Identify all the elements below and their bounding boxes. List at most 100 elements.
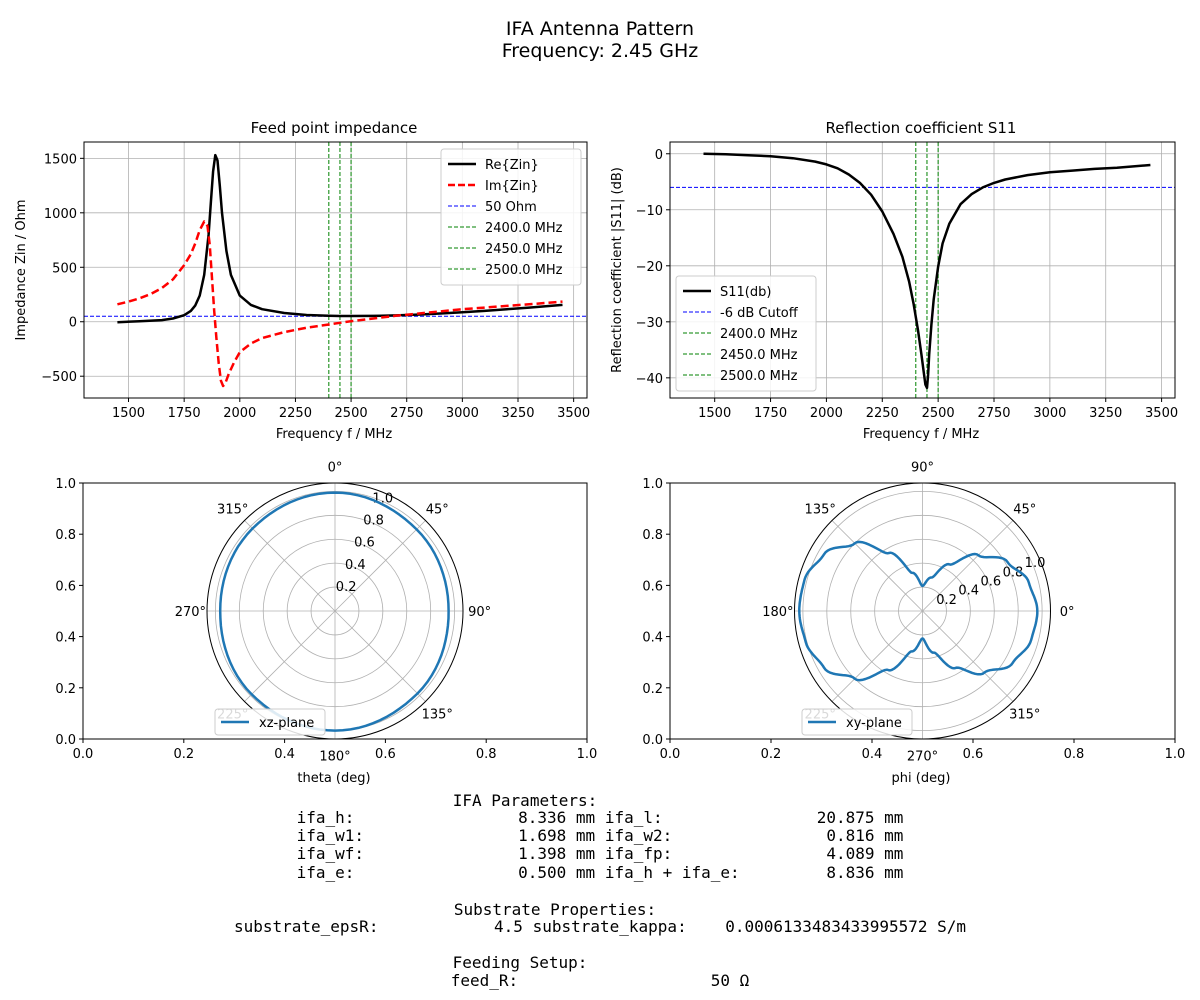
impedance-xlabel: Frequency f / MHz [276, 427, 393, 442]
impedance-legend-label: 2400.0 MHz [485, 221, 563, 236]
polar-xy-frame-xtick-label: 1.0 [1165, 747, 1186, 762]
impedance-xtick-label: 3500 [557, 406, 590, 421]
polar-xy-spoke [922, 520, 1014, 612]
polar-xz-frame-ytick-label: 0.8 [55, 528, 76, 543]
polar-xz-angle-label: 315° [217, 503, 248, 518]
parameters-block: IFA Parameters: ifa_h: 8.336 mm ifa_l: 2… [234, 791, 966, 990]
polar-xz-angle-label: 180° [319, 750, 350, 765]
s11-chart: Reflection coefficient S11 Frequency f /… [610, 119, 1178, 442]
polar-xz-frame-xtick-label: 0.4 [274, 747, 295, 762]
polar-xz-frame-xtick-label: 0.6 [375, 747, 396, 762]
polar-xy-spoke [831, 520, 923, 612]
polar-xy-rtick-label: 0.4 [958, 584, 979, 599]
polar-xy-spoke [922, 610, 1014, 702]
polar-xz-angle-label: 135° [422, 707, 453, 722]
polar-xz-spoke [334, 520, 426, 612]
ifa-param-line: ifa_h: 8.336 mm ifa_l: 20.875 mm [297, 808, 904, 827]
ifa-param-line: ifa_e: 0.500 mm ifa_h + ifa_e: 8.836 mm [297, 863, 904, 882]
polar-xy-frame-ytick-label: 0.8 [642, 528, 663, 543]
impedance-ytick-label: 1000 [44, 207, 77, 222]
impedance-xtick-label: 3000 [446, 406, 479, 421]
polar-xz-angle-label: 90° [468, 605, 491, 620]
polar-xz-legend-label: xz-plane [259, 716, 314, 731]
polar-xy-frame-xtick-label: 0.0 [660, 747, 681, 762]
polar-xy-frame-ytick-label: 1.0 [642, 477, 663, 492]
s11-legend-label: 2450.0 MHz [720, 348, 798, 363]
substrate-title: Substrate Properties: [454, 900, 656, 919]
polar-xz-chart: theta (deg) 0.0 0.2 0.4 0.6 0.8 1.0 0.0 0.2 0.4 0… [55, 460, 597, 786]
impedance-legend [440, 148, 582, 286]
polar-xy-frame-xtick-label: 0.2 [761, 747, 782, 762]
impedance-xtick-label: 2500 [335, 406, 368, 421]
impedance-series-line [117, 153, 563, 324]
s11-ytick-label: −30 [636, 316, 663, 331]
polar-xy-legend [801, 708, 913, 736]
ifa-params-title: IFA Parameters: [453, 791, 598, 810]
polar-xz-rtick-label: 0.6 [354, 536, 375, 551]
s11-xtick-label: 2250 [866, 406, 899, 421]
polar-xz-rtick-label: 0.8 [363, 514, 384, 529]
s11-legend [675, 275, 817, 392]
polar-xz-spoke [334, 610, 426, 702]
polar-xz-angle-label: 45° [426, 503, 449, 518]
polar-xz-frame-ytick-label: 0.4 [55, 631, 76, 646]
s11-ytick-label: −20 [636, 260, 663, 275]
s11-ytick-label: −40 [636, 372, 663, 387]
polar-xz-xlabel: theta (deg) [297, 771, 370, 786]
polar-xy-angle-label: 135° [805, 503, 836, 518]
s11-ylabel: Reflection coefficient |S11| (dB) [610, 167, 625, 373]
s11-legend-label: 2500.0 MHz [720, 369, 798, 384]
s11-legend-label: -6 dB Cutoff [720, 306, 799, 321]
polar-xy-frame-xtick-label: 0.8 [1064, 747, 1085, 762]
polar-xy-pattern-curve [798, 540, 1039, 682]
polar-xz-frame-ytick-label: 0.0 [55, 733, 76, 748]
s11-ytick-label: −10 [636, 204, 663, 219]
polar-xy-chart: phi (deg) 0.0 0.2 0.4 0.6 0.8 1.00.00.20.40.6… [642, 460, 1185, 786]
polar-xy-rtick-label: 0.8 [1003, 565, 1024, 580]
s11-series-line [703, 152, 1151, 390]
polar-xy-angle-label: 180° [762, 605, 793, 620]
polar-xy-frame-ytick-label: 0.4 [642, 631, 663, 646]
polar-xz-frame-xtick-label: 0.0 [73, 747, 94, 762]
impedance-xtick-label: 3250 [501, 406, 534, 421]
impedance-chart: Feed point impedance Frequency f / MHz I… [14, 119, 590, 442]
impedance-legend-label: Re{Zin} [485, 158, 539, 173]
polar-xy-spoke [831, 610, 923, 702]
polar-xz-pattern-curve [218, 491, 450, 732]
polar-xz-frame-xtick-label: 0.8 [476, 747, 497, 762]
s11-xtick-label: 1500 [698, 406, 731, 421]
polar-xz-outer-circle [206, 482, 464, 740]
impedance-legend-label: 2500.0 MHz [485, 263, 563, 278]
impedance-legend-label: Im{Zin} [485, 179, 539, 194]
polar-xz-rtick-label: 0.4 [345, 558, 366, 573]
s11-legend-label: S11(db) [720, 285, 771, 300]
polar-xz-frame-xtick-label: 0.2 [173, 747, 194, 762]
impedance-ytick-label: 1500 [44, 152, 77, 167]
ifa-param-line: ifa_wf: 1.398 mm ifa_fp: 4.089 mm [297, 844, 904, 863]
s11-axes-frame [669, 141, 1176, 399]
s11-xtick-label: 2000 [810, 406, 843, 421]
polar-xz-spoke [244, 610, 336, 702]
s11-chart-title: Reflection coefficient S11 [826, 119, 1017, 137]
polar-xz-angle-label: 270° [175, 605, 206, 620]
s11-xtick-label: 3250 [1089, 406, 1122, 421]
impedance-xtick-label: 2000 [223, 406, 256, 421]
impedance-chart-title: Feed point impedance [251, 119, 418, 137]
polar-xy-frame-xtick-label: 0.4 [862, 747, 883, 762]
polar-xy-rtick-label: 0.2 [936, 593, 957, 608]
impedance-ytick-label: 0 [69, 316, 77, 331]
s11-xlabel: Frequency f / MHz [863, 427, 980, 442]
figure-subtitle: Frequency: 2.45 GHz [502, 40, 699, 62]
s11-xtick-label: 1750 [754, 406, 787, 421]
polar-xy-angle-label: 90° [911, 460, 934, 475]
polar-xz-rtick-label: 0.2 [336, 580, 357, 595]
impedance-xtick-label: 1750 [168, 406, 201, 421]
impedance-legend-label: 2450.0 MHz [485, 242, 563, 257]
s11-xtick-label: 2750 [977, 406, 1010, 421]
polar-xz-frame-ytick-label: 0.2 [55, 682, 76, 697]
impedance-xtick-label: 2250 [279, 406, 312, 421]
polar-xy-angle-label: 45° [1013, 503, 1036, 518]
s11-xtick-label: 3500 [1145, 406, 1178, 421]
impedance-legend-label: 50 Ohm [485, 200, 537, 215]
